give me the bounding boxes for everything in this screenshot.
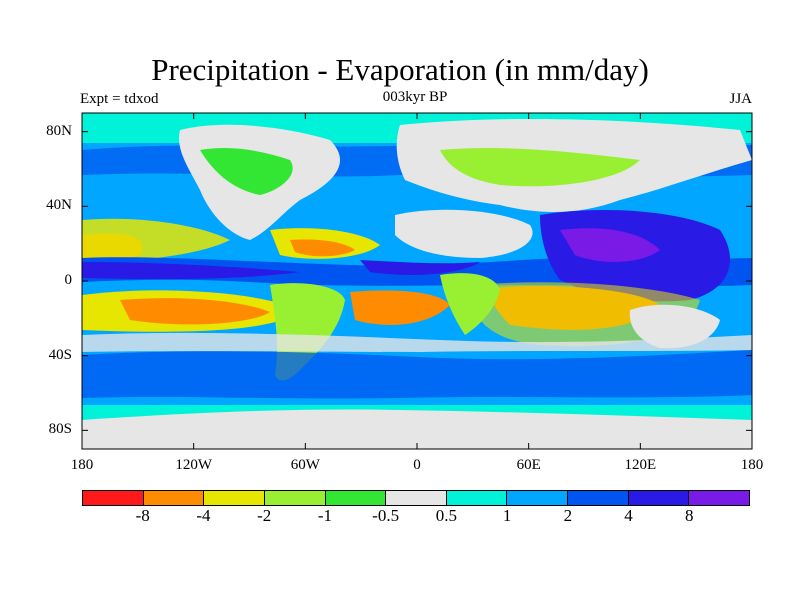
lon-label: 60E (516, 457, 541, 473)
colorbar-swatch (507, 491, 569, 505)
lon-label: 180 (70, 457, 94, 473)
colorbar-swatch (689, 491, 750, 505)
colorbar-label: -0.5 (372, 506, 400, 525)
colorbar-swatch (143, 491, 205, 505)
colorbar-label: -8 (135, 506, 150, 525)
colorbar-label: -1 (317, 506, 332, 525)
sahara-neutral (395, 209, 533, 258)
pacific-semi-dry-north (82, 218, 230, 262)
colorbar-swatch (83, 491, 144, 505)
period-label: 003kyr BP (382, 89, 448, 105)
colorbar-label: -2 (257, 506, 272, 525)
colorbar-label: 8 (685, 506, 694, 525)
lat-label: 40S (48, 346, 72, 363)
eurasia-green (440, 148, 640, 187)
antarctica-land (82, 409, 752, 449)
lat-label: 0 (64, 272, 73, 288)
australia-land (629, 304, 720, 349)
colorbar-label: -4 (196, 506, 211, 525)
north-america-green (200, 148, 293, 195)
map-ticks (81, 113, 753, 449)
lon-label: 60W (290, 457, 320, 473)
lat-label: 80S (48, 421, 72, 438)
colorbar-swatch (204, 491, 265, 505)
experiment-label: Expt = tdxod (80, 91, 159, 107)
colorbar-swatch (325, 491, 387, 505)
colorbar-swatch (568, 491, 629, 505)
atlantic-dry-south (350, 290, 450, 325)
africa-south-green (440, 273, 500, 335)
asian-monsoon-very-wet (560, 228, 660, 262)
itcz-atlantic-wet (360, 260, 480, 275)
map-title: Precipitation - Evaporation (in mm/day) (151, 52, 649, 87)
lat-label: 80N (46, 122, 72, 139)
colorbar-label: 0.5 (435, 506, 457, 525)
colorbar-swatch (386, 491, 447, 505)
lat-label: 40N (46, 197, 72, 214)
colorbar-label: 1 (502, 506, 512, 525)
colorbar-swatch (446, 491, 508, 505)
south-storm-track (82, 350, 752, 399)
colorbar-swatch (628, 491, 690, 505)
map-field (82, 113, 752, 449)
colorbar-label: 2 (563, 506, 573, 525)
season-label: JJA (729, 91, 752, 107)
lon-label: 0 (413, 457, 421, 473)
colorbar (82, 490, 750, 506)
pacific-dry-south (120, 298, 270, 325)
atlantic-dry-north (290, 239, 355, 257)
colorbar-swatch (264, 491, 326, 505)
lon-label: 180 (740, 457, 764, 473)
lon-label: 120W (175, 457, 212, 473)
itcz-pacific-wet (82, 262, 300, 280)
lon-label: 120E (624, 457, 657, 473)
colorbar-label: 4 (624, 506, 633, 525)
south-neutral-band (82, 332, 752, 352)
